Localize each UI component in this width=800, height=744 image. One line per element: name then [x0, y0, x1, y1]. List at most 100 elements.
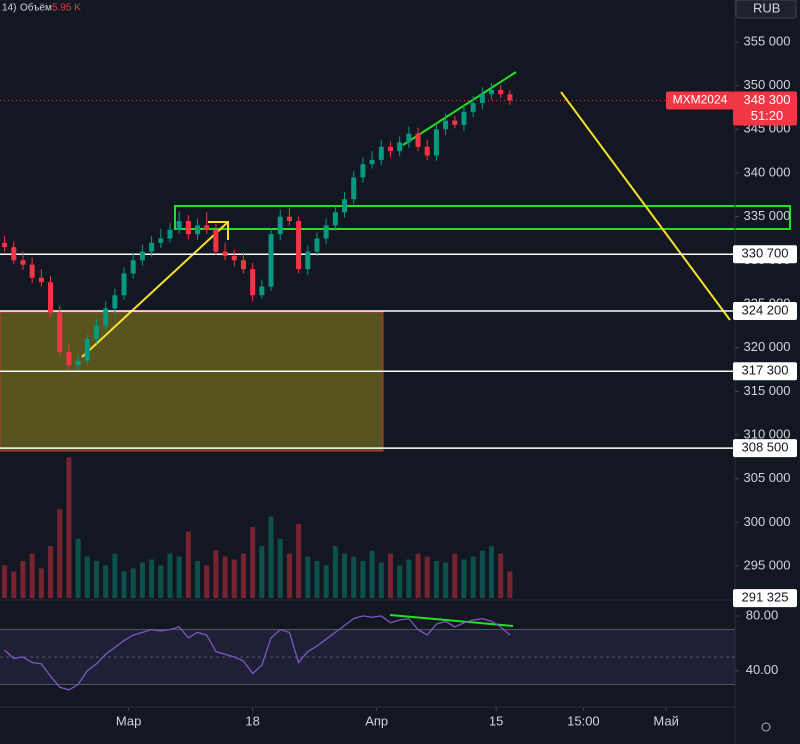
volume-bar: [38, 568, 44, 598]
y-tick-label: 355 000: [744, 33, 791, 48]
volume-bar: [305, 556, 311, 598]
candle-body: [461, 111, 467, 125]
volume-bar: [93, 561, 99, 598]
level-box: [733, 245, 797, 264]
x-tick-label: Мар: [116, 713, 141, 728]
y-tick-label: 320 000: [744, 339, 791, 354]
candle-body: [185, 221, 191, 235]
resistance-box: [174, 205, 791, 230]
x-tick-label: 15:00: [567, 713, 600, 728]
candle-body: [369, 159, 375, 165]
candle-body: [149, 242, 155, 252]
rsi-line: [4, 615, 511, 691]
volume-bar: [378, 562, 384, 598]
price-trendline: [402, 71, 517, 146]
candle-body: [351, 177, 357, 200]
volume-bar: [489, 546, 495, 598]
candle-body: [20, 260, 26, 265]
candle-body: [231, 255, 237, 261]
candle-body: [296, 221, 302, 270]
rsi-trendline: [389, 614, 514, 627]
volume-bar: [406, 559, 412, 598]
volume-bar: [176, 556, 182, 598]
volume-bar: [387, 553, 393, 598]
volume-bar: [433, 561, 439, 598]
volume-bar: [195, 561, 201, 598]
level-label: 308 500: [742, 440, 789, 455]
y-tick-label: 315 000: [744, 383, 791, 398]
volume-bar: [452, 553, 458, 598]
level-box: [733, 301, 797, 320]
volume-bar: [167, 553, 173, 598]
volume-bar: [66, 457, 72, 598]
volume-bar: [461, 559, 467, 598]
level-label: 330 700: [742, 246, 789, 261]
volume-bar: [268, 516, 274, 598]
candle-body: [103, 308, 109, 326]
candle-body: [498, 89, 504, 95]
candle-body: [11, 247, 17, 261]
volume-bar: [360, 561, 366, 598]
x-tick-label: 15: [489, 713, 503, 728]
candle-body: [415, 133, 421, 147]
symbol-box: [666, 91, 734, 110]
candle-body: [452, 120, 458, 125]
candle-body: [38, 277, 44, 283]
x-tick-label: Апр: [365, 713, 388, 728]
arrow-head: [208, 221, 229, 240]
candle-body: [130, 260, 136, 274]
candle-body: [204, 225, 210, 230]
volume-bar: [185, 531, 191, 598]
volume-bar: [296, 524, 302, 598]
volume-label: Объём: [20, 2, 52, 14]
candle-body: [360, 164, 366, 178]
indicator-label: 14): [2, 3, 16, 14]
volume-bar: [57, 509, 63, 598]
last-price-label: 348 300: [744, 92, 791, 107]
last-price-box: [733, 91, 797, 126]
volume-bar: [470, 556, 476, 598]
candle-body: [222, 251, 228, 256]
candle-body: [406, 133, 412, 143]
candle-body: [29, 264, 35, 278]
volume-bar: [29, 553, 35, 598]
candle-body: [121, 273, 127, 296]
volume-bar: [2, 565, 8, 598]
candle-body: [397, 142, 403, 152]
countdown: 51:20: [751, 108, 784, 123]
volume-bar: [369, 550, 375, 598]
volume-bar: [415, 553, 421, 598]
level-label: 317 300: [742, 363, 789, 378]
volume-bar: [103, 565, 109, 598]
volume-bar: [342, 553, 348, 598]
volume-bar: [231, 559, 237, 598]
y-tick-label: 295 000: [744, 557, 791, 572]
candle-body: [2, 242, 8, 248]
y-tick-label: 300 000: [744, 514, 791, 529]
volume-value: 5.95 K: [52, 3, 81, 14]
candle-body: [277, 216, 283, 235]
y-tick-label: 80.00: [746, 607, 779, 622]
volume-bar: [48, 546, 54, 598]
volume-bar: [259, 546, 265, 598]
volume-bar: [75, 538, 81, 598]
candle-body: [259, 286, 265, 296]
volume-bar: [286, 553, 292, 598]
volume-bar: [121, 571, 127, 598]
volume-bar: [158, 565, 164, 598]
candle-body: [158, 238, 164, 243]
level-box: [733, 362, 797, 381]
currency[interactable]: RUB: [753, 0, 780, 15]
volume-bar: [204, 565, 210, 598]
symbol-label: MXM2024: [673, 93, 728, 107]
level-label: 324 200: [742, 302, 789, 317]
currency-box[interactable]: [735, 0, 797, 19]
volume-bar: [332, 546, 338, 598]
candle-body: [314, 238, 320, 252]
x-tick-label: 18: [245, 713, 259, 728]
settings-icon[interactable]: [761, 722, 771, 732]
volume-bar: [424, 556, 430, 598]
candle-body: [93, 325, 99, 339]
volume-bar: [240, 553, 246, 598]
candle-body: [342, 199, 348, 213]
